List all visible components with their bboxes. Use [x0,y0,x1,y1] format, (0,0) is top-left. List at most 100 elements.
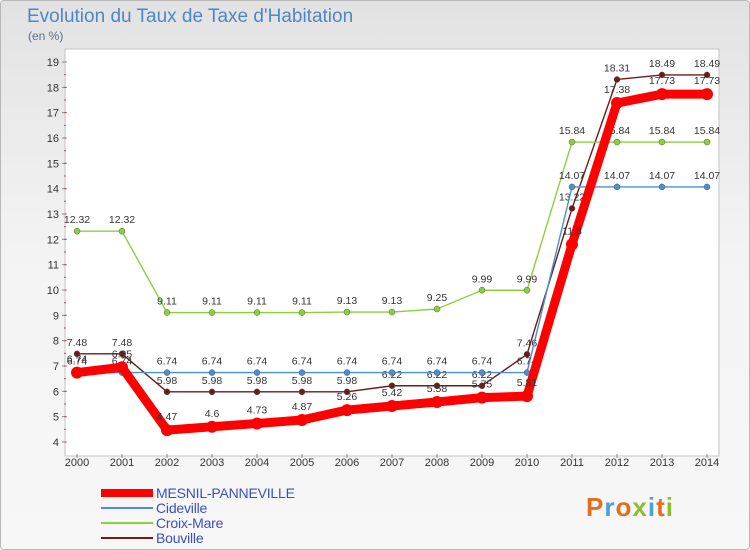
data-point [343,388,351,396]
data-point [163,309,171,316]
x-tick-label: 2004 [245,457,269,469]
data-point [163,369,171,376]
data-label: 15.84 [559,125,585,137]
x-tick-label: 2014 [695,457,719,469]
logo-letter: t [656,492,666,522]
y-tick-label: 4 [53,437,59,449]
data-point [433,382,441,390]
logo-letter: i [665,492,674,522]
data-point [568,205,576,212]
legend-item-croix-mare[interactable]: Croix-Mare [101,515,295,531]
data-point [208,369,216,376]
y-tick-label: 13 [47,209,59,221]
data-label: 12.32 [109,214,135,226]
data-label: 6.74 [382,356,403,368]
legend-swatch [101,488,153,497]
chart-title: Evolution du Taux de Taxe d'Habitation [27,6,354,27]
data-point [298,309,306,316]
legend-item-mesnil[interactable]: MESNIL-PANNEVILLE [101,485,295,501]
data-label: 4.73 [247,405,268,417]
legend-item-bouville[interactable]: Bouville [101,530,295,546]
data-label: 9.13 [337,295,358,307]
data-label: 7.48 [67,337,88,349]
data-label: 5.98 [202,375,223,387]
data-point [433,305,441,313]
legend-swatch [101,521,153,524]
y-tick-label: 15 [47,158,59,170]
y-tick-label: 9 [53,310,59,322]
chart-subtitle: (en %) [28,29,64,43]
data-label: 5.98 [337,375,358,387]
data-label: 12.32 [64,214,90,226]
data-point [73,227,81,235]
data-point [118,227,126,235]
y-tick-label: 19 [47,57,59,69]
data-point [523,287,531,294]
data-point [478,369,486,376]
data-point [386,400,398,413]
data-label: 17.73 [649,75,675,87]
data-point [613,183,621,191]
data-point [343,308,351,316]
data-label: 5.26 [337,391,358,403]
data-point [476,391,488,404]
data-label: 9.13 [382,295,403,307]
data-point [568,183,576,191]
y-tick-label: 5 [53,412,59,424]
data-label: 9.11 [292,296,312,308]
y-tick-label: 7 [53,361,59,373]
data-point [613,76,621,83]
data-label: 6.74 [292,356,313,368]
x-tick-label: 2009 [470,457,494,469]
data-label: 6.74 [247,356,268,368]
data-point [206,420,218,433]
data-point [656,88,668,101]
data-point [253,388,261,396]
y-tick-label: 10 [47,285,59,297]
data-label: 17.73 [694,75,720,87]
data-label: 5.75 [472,379,493,391]
data-label: 5.98 [157,375,178,387]
x-tick-label: 2003 [200,457,224,469]
data-point [431,395,443,408]
data-point [523,351,531,358]
proxiti-logo: Proxiti [586,492,674,523]
data-label: 18.49 [694,58,720,70]
data-point [118,350,126,358]
data-point [298,369,306,376]
data-point [116,361,128,374]
x-tick-label: 2008 [425,457,449,469]
data-label: 17.38 [604,84,630,96]
data-point [253,309,261,316]
data-point [388,308,396,316]
legend-item-cideville[interactable]: Cideville [101,499,295,516]
data-point [433,369,441,376]
data-label: 7.46 [517,337,538,349]
x-tick-label: 2007 [380,457,404,469]
data-label: 6.74 [202,356,223,368]
logo-letter: x [632,492,648,522]
data-label: 6.74 [472,356,493,368]
y-tick-label: 12 [47,234,59,246]
data-label: 15.84 [694,125,720,137]
data-point [208,309,216,316]
y-tick-label: 11 [48,260,59,272]
data-label: 5.98 [292,375,313,387]
data-label: 5.58 [427,383,448,395]
y-tick-label: 14 [47,184,59,196]
data-point [71,366,83,379]
data-point [658,71,666,79]
y-tick-label: 16 [47,133,59,145]
data-label: 14.07 [649,170,675,182]
data-label: 9.11 [202,296,222,308]
data-label: 6.74 [67,356,88,368]
data-label: 4.87 [292,401,313,413]
data-label: 18.31 [604,62,630,74]
legend-label: Cideville [156,499,208,516]
data-point [388,369,396,376]
data-point [566,238,578,251]
data-point [296,413,308,426]
data-label: 14.07 [694,170,720,182]
data-point [658,138,666,146]
data-label: 6.74 [337,356,358,368]
